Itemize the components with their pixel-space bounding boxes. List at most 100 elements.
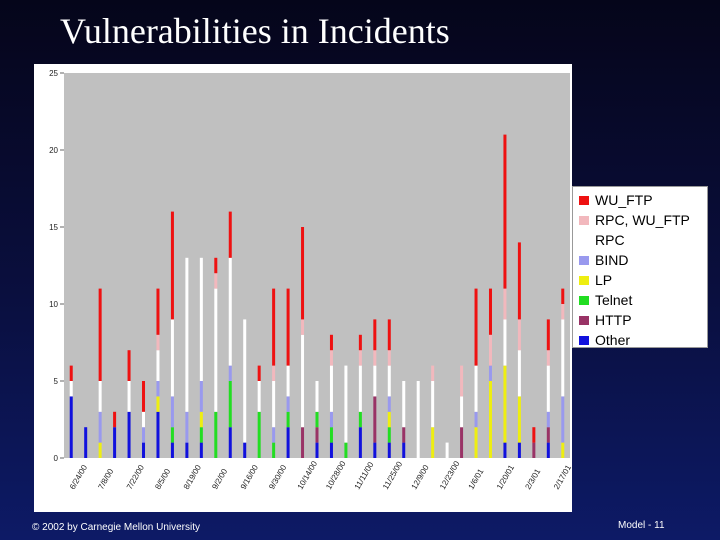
bar-segment-rpc [460,396,464,428]
bar-segment-bind [98,411,102,443]
legend-label-telnet: Telnet [595,292,633,308]
bar-segment-wu-ftp [301,227,305,320]
bar-segment-wu-ftp [373,319,377,351]
bar-segment-bind [387,396,391,412]
bar-segment-rpc [402,381,406,428]
bar-segment-telnet [228,381,232,428]
bar-segment-other [358,427,362,458]
bar-segment-rpc-wu-ftp [546,350,550,366]
bar-segment-http [546,427,550,443]
bar-segment-http [373,396,377,443]
bar-segment-wu-ftp [532,427,536,443]
legend-swatch-bind [579,255,589,265]
bar-segment-rpc [301,334,305,428]
bar-segment-rpc-wu-ftp [387,350,391,366]
legend-item-other: Other [579,330,707,350]
bar-segment-telnet [257,411,261,458]
bar-segment-rpc-wu-ftp [488,334,492,366]
copyright-footer: © 2002 by Carnegie Mellon University [32,522,201,533]
x-tick-label: 8/5/00 [153,467,172,491]
bar-segment-other [113,427,117,458]
bar-segment-telnet [170,427,174,443]
x-tick-label: 2/17/01 [552,463,572,491]
bar-segment-other [329,442,333,458]
bar-segment-wu-ftp [286,288,290,366]
bar-segment-lp [431,427,435,458]
bar-segment-other [185,442,189,458]
y-tick-label: 5 [54,377,59,386]
bar-segment-other [228,427,232,458]
x-tick-label: 9/2/00 [210,467,229,491]
legend-item-http: HTTP [579,310,707,330]
bar-segment-rpc [503,319,507,366]
bar-segment-rpc [445,442,449,458]
bar-segment-rpc-wu-ftp [431,365,435,381]
bar-segment-wu-ftp [214,257,218,274]
bar-segment-bind [228,365,232,381]
bar-segment-bind [474,411,478,428]
x-tick-label: 11/25/00 [381,460,404,491]
bar-segment-wu-ftp [142,381,146,412]
x-tick-label: 12/9/00 [410,463,431,491]
bar-segment-other [286,427,290,458]
legend-label-other: Other [595,332,631,348]
bar-segment-other [69,396,73,458]
bar-segment-rpc [98,381,102,412]
bar-segment-wu-ftp [170,211,174,320]
x-tick-label: 6/24/00 [68,463,89,491]
bar-segment-rpc [387,365,391,397]
legend-swatch-telnet [579,295,589,305]
bar-segment-bind [142,427,146,443]
bar-segment-wu-ftp [113,411,117,428]
bar-segment-wu-ftp [546,319,550,351]
bar-segment-telnet [272,442,276,458]
bar-segment-rpc [142,411,146,428]
bar-segment-wu-ftp [156,288,160,335]
bar-segment-http [301,427,305,458]
bar-segment-bind [329,411,333,428]
x-tick-label: 9/16/00 [239,463,260,491]
bar-segment-rpc [358,365,362,412]
legend-item-bind: BIND [579,250,707,270]
bar-segment-http [315,427,319,443]
bar-segment-telnet [214,411,218,458]
bar-segment-other [517,442,521,458]
bar-segment-bind [199,381,203,412]
bar-segment-telnet [387,427,391,443]
bar-segment-rpc [546,365,550,412]
bar-segment-rpc [127,381,131,412]
bar-segment-lp [488,381,492,458]
bar-segment-rpc-wu-ftp [503,288,507,320]
bar-segment-rpc [243,319,247,443]
bar-segment-bind [561,396,565,443]
bar-segment-lp [517,396,521,443]
bar-segment-telnet [329,427,333,443]
legend-label-rpc-wu-ftp: RPC, WU_FTP [595,212,690,228]
legend-swatch-rpc [579,235,589,245]
stacked-bar-chart: 0 5 10 15 20 25 6/24/00 7/8/00 7/22/00 8/5/00 8/19… [49,69,572,491]
bar-segment-wu-ftp [257,365,261,381]
bar-segment-http [402,427,406,443]
bar-segment-bind [546,411,550,428]
bar-segment-rpc-wu-ftp [214,273,218,289]
x-tick-label: 9/30/00 [267,463,288,491]
bar-segment-wu-ftp [387,319,391,351]
y-tick-label: 25 [49,69,58,78]
bar-segment-wu-ftp [98,288,102,381]
bar-segment-wu-ftp [228,211,232,258]
legend-swatch-rpc-wu-ftp [579,215,589,225]
bar-segment-wu-ftp [517,242,521,320]
bar-segment-rpc-wu-ftp [329,350,333,366]
bar-segment-rpc [517,350,521,397]
legend-label-wu-ftp: WU_FTP [595,192,653,208]
bar-segment-bind [156,381,160,397]
x-tick-label: 12/23/00 [438,459,462,491]
legend-item-lp: LP [579,270,707,290]
x-tick-label: 1/6/01 [467,467,486,491]
bar-segment-telnet [315,411,319,428]
bar-segment-lp [561,442,565,458]
bar-segment-rpc [286,365,290,397]
bar-segment-other [199,442,203,458]
bar-segment-lp [503,365,507,443]
bar-segment-rpc [344,365,348,443]
